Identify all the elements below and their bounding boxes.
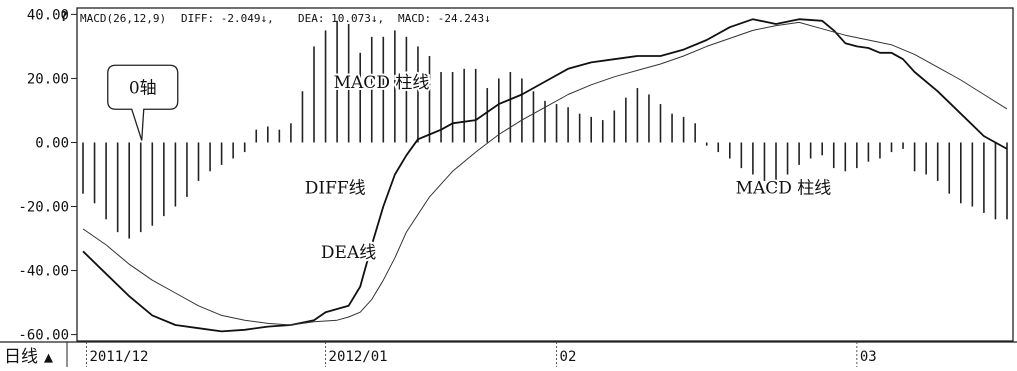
x-tick-label: 02 xyxy=(560,349,577,365)
diff-line xyxy=(82,18,1008,333)
macd-readout: MACD: -24.243↓ xyxy=(398,12,491,25)
diff-line-label: DIFF线 xyxy=(305,179,366,199)
macd-histogram-label-lower: MACD 柱线 xyxy=(736,179,832,199)
x-tick-label: 2011/12 xyxy=(89,349,148,365)
dea-line-label: DEA线 xyxy=(321,243,376,263)
y-tick-label: -20.00 xyxy=(18,200,69,216)
x-tick-label: 2012/01 xyxy=(329,349,388,365)
diff-readout: DIFF: -2.049↓, xyxy=(181,12,274,25)
period-label: 日线 xyxy=(4,347,38,367)
dea-line xyxy=(82,21,1008,326)
dea-readout: DEA: 10.073↓, xyxy=(298,12,384,25)
y-tick-label: 0.00 xyxy=(35,135,69,151)
help-icon: ? xyxy=(60,10,68,25)
y-tick-label: 40.00 xyxy=(27,7,69,23)
y-tick-label: -60.00 xyxy=(18,328,69,344)
plot-frame xyxy=(76,7,1014,342)
macd-histogram-label-upper: MACD 柱线 xyxy=(334,73,430,93)
period-marker-icon: ▲ xyxy=(44,348,53,366)
y-tick-label: 20.00 xyxy=(27,71,69,87)
zero-axis-label: 0轴 xyxy=(129,78,157,98)
macd-params-label: MACD(26,12,9) xyxy=(80,12,166,25)
x-tick-label: 03 xyxy=(860,349,877,365)
y-tick-label: -40.00 xyxy=(18,264,69,280)
zero-axis-callout xyxy=(107,64,179,141)
